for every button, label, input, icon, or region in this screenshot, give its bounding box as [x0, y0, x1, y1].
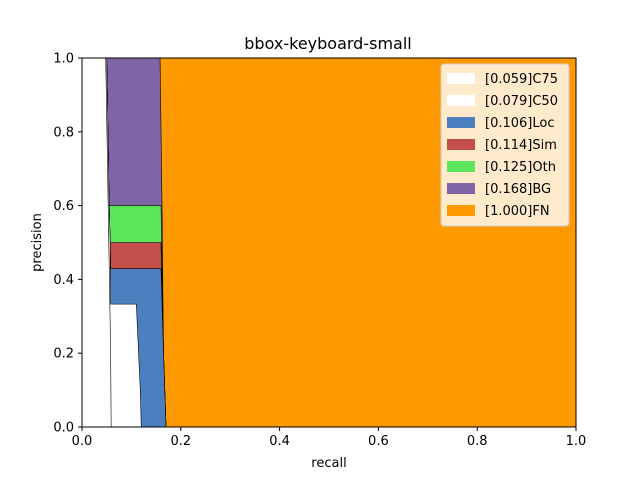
legend-label: [0.114]Sim [485, 138, 557, 153]
y-tick-label: 0.2 [53, 347, 74, 362]
x-tick-label: 1.0 [566, 434, 587, 449]
legend: [0.059]C75 [0.079]C50 [0.106]Loc [0.114]Sim… [440, 63, 570, 227]
y-tick-label: 0.0 [53, 421, 74, 436]
x-tick-label: 0.8 [467, 434, 488, 449]
legend-swatch [447, 73, 475, 84]
x-axis-ticks: 0.0 0.2 0.4 0.6 0.8 1.0 [72, 427, 587, 449]
y-axis-label: precision [30, 213, 45, 272]
y-tick-label: 0.4 [53, 273, 74, 288]
plot-frame [81, 57, 577, 428]
y-tick-label: 0.6 [53, 199, 74, 214]
area-series-0 [81, 57, 112, 428]
legend-label: [0.106]Loc [485, 116, 554, 131]
legend-label: [0.125]Oth [485, 160, 556, 175]
x-tick-label: 0.2 [170, 434, 191, 449]
legend-swatch [447, 117, 475, 128]
legend-label: [0.168]BG [485, 182, 551, 197]
y-tick-label: 1.0 [53, 52, 74, 67]
x-tick-label: 0.4 [269, 434, 290, 449]
chart-title: bbox-keyboard-small [244, 34, 411, 53]
legend-label: [0.079]C50 [485, 94, 558, 109]
legend-swatch [447, 183, 475, 194]
y-tick-label: 0.8 [53, 125, 74, 140]
x-tick-label: 0.6 [368, 434, 389, 449]
y-axis-ticks: 0.0 0.2 0.4 0.6 0.8 1.0 [53, 52, 82, 436]
legend-label: [1.000]FN [485, 204, 550, 219]
x-axis-label: recall [311, 456, 346, 471]
legend-swatch [447, 205, 475, 216]
legend-swatch [447, 95, 475, 106]
legend-swatch [447, 161, 475, 172]
x-tick-label: 0.0 [72, 434, 93, 449]
legend-label: [0.059]C75 [485, 72, 558, 87]
legend-swatch [447, 139, 475, 150]
